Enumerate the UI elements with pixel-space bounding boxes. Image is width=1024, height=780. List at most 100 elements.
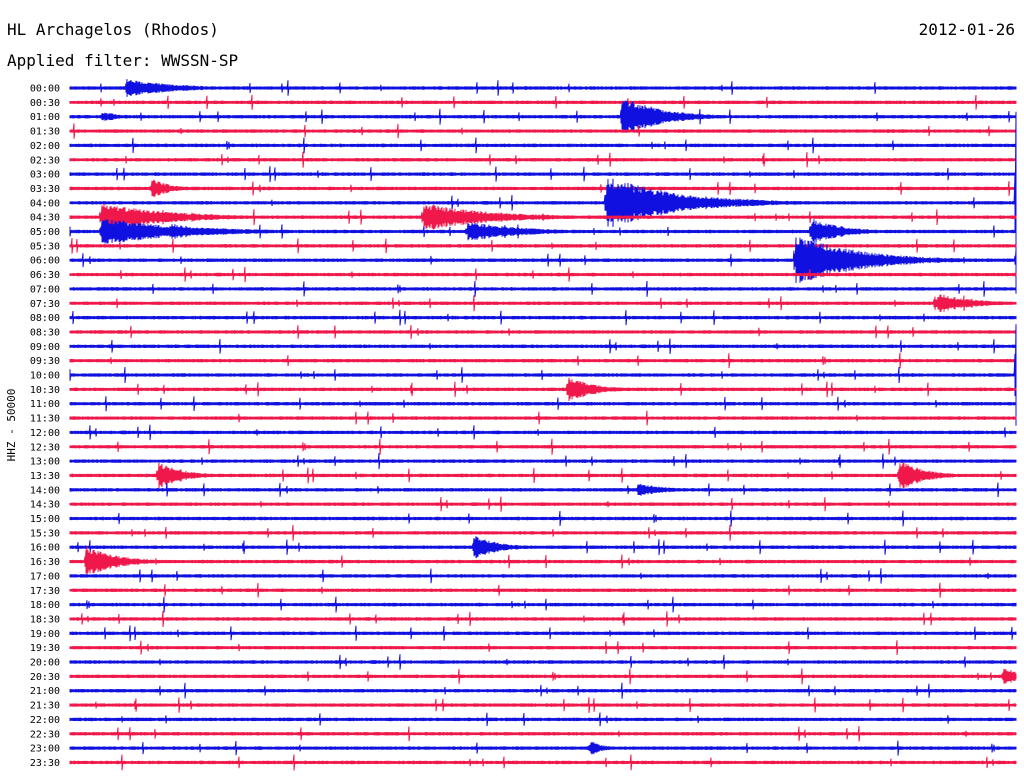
row-time-label: 18:30 — [30, 614, 60, 625]
trace-row — [69, 309, 1017, 326]
row-time-label: 17:30 — [30, 586, 60, 597]
trace-row — [69, 654, 1017, 670]
row-time-label: 13:00 — [30, 457, 60, 468]
row-time-label: 18:00 — [30, 600, 60, 611]
trace-row — [69, 294, 1017, 313]
row-time-label: 04:30 — [30, 213, 60, 224]
trace-row — [69, 111, 1017, 294]
row-time-label: 05:30 — [30, 241, 60, 252]
trace-row — [69, 396, 1017, 412]
row-time-label: 03:00 — [30, 170, 60, 181]
row-time-label: 19:30 — [30, 643, 60, 654]
row-time-label: 16:30 — [30, 557, 60, 568]
row-time-label: 10:00 — [30, 371, 60, 382]
filter-label: Applied filter: WWSSN-SP — [7, 51, 238, 70]
trace-row — [69, 137, 1017, 154]
trace-row — [69, 424, 1017, 441]
trace-row — [69, 610, 1017, 627]
trace-row — [69, 100, 1017, 133]
row-time-label: 20:00 — [30, 658, 60, 669]
trace-row — [69, 596, 1017, 613]
row-time-label: 12:00 — [30, 428, 60, 439]
trace-row — [69, 338, 1017, 355]
trace-row — [69, 726, 1017, 742]
row-time-label: 00:30 — [30, 98, 60, 109]
row-time-label: 07:30 — [30, 299, 60, 310]
row-time-label: 12:30 — [30, 442, 60, 453]
row-time-label: 15:00 — [30, 514, 60, 525]
trace-row — [69, 79, 1017, 97]
trace-row — [69, 510, 1017, 527]
row-time-label: 02:00 — [30, 141, 60, 152]
trace-row — [69, 166, 1017, 183]
trace-row — [69, 568, 1017, 584]
trace-row — [69, 324, 1017, 339]
trace-row — [69, 546, 1017, 577]
trace-row — [69, 94, 1017, 110]
trace-row — [69, 740, 1017, 756]
trace-row — [69, 462, 1017, 489]
row-time-label: 06:30 — [30, 270, 60, 281]
row-time-label: 15:30 — [30, 528, 60, 539]
row-time-label: 03:30 — [30, 184, 60, 195]
trace-row — [69, 123, 1017, 139]
row-time-label: 19:00 — [30, 629, 60, 640]
trace-row — [69, 203, 1017, 231]
row-time-label: 02:30 — [30, 155, 60, 166]
trace-row — [69, 582, 1017, 598]
trace-row — [69, 524, 1017, 541]
trace-row — [69, 668, 1017, 685]
row-time-label: 11:30 — [30, 414, 60, 425]
row-time-label: 01:00 — [30, 112, 60, 123]
channel-label: HHZ - 50000 — [5, 389, 18, 462]
trace-row — [69, 237, 1017, 283]
trace-row — [69, 266, 1017, 283]
row-time-label: 14:00 — [30, 485, 60, 496]
row-time-label: 11:00 — [30, 399, 60, 410]
row-time-label: 08:30 — [30, 327, 60, 338]
trace-row — [69, 151, 1017, 168]
trace-row — [69, 237, 1017, 254]
row-time-label: 09:00 — [30, 342, 60, 353]
row-time-label: 23:00 — [30, 744, 60, 755]
trace-row — [69, 536, 1017, 559]
row-time-label: 01:30 — [30, 127, 60, 138]
trace-row — [69, 640, 1017, 656]
trace-group — [69, 79, 1017, 771]
station-title: HL Archagelos (Rhodos) — [7, 20, 219, 39]
trace-row — [69, 438, 1017, 455]
trace-row — [69, 324, 1017, 426]
trace-row — [69, 179, 1017, 198]
row-time-label: 14:30 — [30, 500, 60, 511]
trace-row — [69, 754, 1017, 771]
row-time-label: 09:30 — [30, 356, 60, 367]
row-time-label: 07:00 — [30, 284, 60, 295]
trace-row — [69, 410, 1017, 426]
row-time-label: 22:30 — [30, 729, 60, 740]
trace-row — [69, 377, 1017, 401]
trace-row — [69, 625, 1017, 642]
row-time-label: 20:30 — [30, 672, 60, 683]
row-time-label: 10:30 — [30, 385, 60, 396]
trace-row — [69, 352, 1017, 369]
row-time-label: 22:00 — [30, 715, 60, 726]
trace-row — [69, 712, 1017, 727]
row-time-label: 04:00 — [30, 198, 60, 209]
trace-row — [69, 496, 1017, 512]
row-time-label: 08:00 — [30, 313, 60, 324]
trace-row — [69, 697, 1017, 713]
row-time-label: 17:00 — [30, 571, 60, 582]
row-labels: 00:00 00:30 01:00 01:30 02:00 02:30 03:00 03:30… — [30, 84, 60, 769]
row-time-label: 00:00 — [30, 84, 60, 95]
trace-row — [69, 482, 1017, 498]
row-time-label: 06:00 — [30, 256, 60, 267]
row-time-label: 05:00 — [30, 227, 60, 238]
row-time-label: 16:00 — [30, 543, 60, 554]
row-time-label: 21:00 — [30, 686, 60, 697]
row-time-label: 13:30 — [30, 471, 60, 482]
trace-row — [69, 682, 1017, 699]
row-time-label: 21:30 — [30, 701, 60, 712]
trace-row — [69, 453, 1017, 470]
row-time-label: 23:30 — [30, 758, 60, 769]
